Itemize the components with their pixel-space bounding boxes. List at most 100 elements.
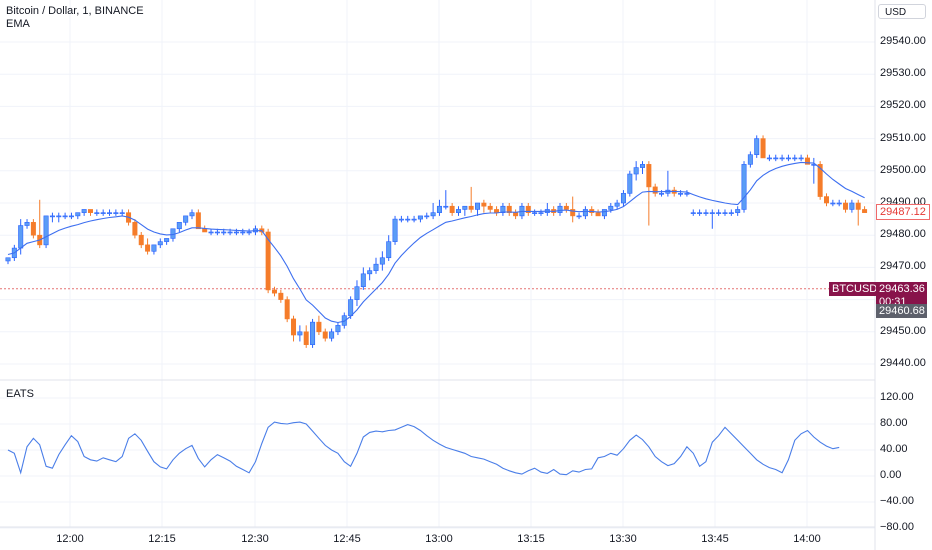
candle — [87, 209, 93, 216]
candle — [563, 203, 569, 213]
candle-body — [373, 263, 379, 271]
candle-body — [735, 209, 741, 213]
candle — [728, 209, 734, 216]
osc-tick-label: 0.00 — [880, 469, 902, 481]
candle-body — [697, 212, 703, 214]
candle — [576, 212, 582, 220]
price-tick-label: 29500.00 — [880, 163, 926, 176]
price-tick-label: 29480.00 — [880, 228, 926, 241]
time-tick-label: 13:15 — [517, 533, 545, 545]
time-tick-label: 13:00 — [425, 533, 453, 545]
candle-body — [506, 205, 512, 213]
candle-body — [836, 202, 842, 205]
price-tick-label: 29450.00 — [880, 324, 926, 337]
currency-button[interactable]: USD — [878, 4, 926, 19]
candle-body — [322, 331, 328, 339]
candle-body — [741, 164, 747, 210]
symbol-tag: BTCUSD — [829, 282, 881, 296]
candle — [652, 183, 658, 197]
candle-body — [151, 244, 157, 252]
candle — [455, 206, 461, 216]
low-price-tag: 29460.68 — [876, 304, 927, 318]
candle-body — [183, 215, 189, 223]
ema-line — [7, 161, 865, 324]
candle — [411, 215, 417, 223]
candle — [754, 135, 760, 158]
candle-body — [678, 193, 684, 195]
candle — [665, 170, 671, 197]
candle-body — [360, 273, 366, 288]
candle-body — [513, 212, 519, 217]
candle-body — [557, 205, 563, 213]
candle-body — [722, 212, 728, 214]
candle-body — [424, 215, 430, 218]
candle-body — [56, 215, 62, 218]
candle-body — [430, 212, 436, 217]
candle — [766, 154, 772, 162]
time-tick-label: 14:00 — [793, 533, 821, 545]
candle — [291, 315, 297, 342]
candle — [62, 212, 68, 220]
candle — [436, 199, 442, 216]
candle — [481, 199, 487, 213]
osc-tick-label: 40.00 — [880, 443, 908, 455]
candle — [335, 322, 341, 336]
candle-body — [30, 222, 36, 236]
candle — [398, 215, 404, 223]
candle — [582, 206, 588, 220]
candle — [487, 203, 493, 213]
candle — [462, 205, 468, 216]
candle — [779, 154, 785, 162]
candle-body — [639, 164, 645, 168]
candle — [532, 209, 538, 216]
ema-legend[interactable]: EMA — [6, 18, 30, 30]
candle — [208, 228, 214, 236]
candle — [132, 219, 138, 239]
candle-body — [119, 212, 125, 214]
candle — [557, 203, 563, 216]
candle-body — [75, 212, 81, 217]
candle-body — [862, 209, 868, 213]
candle — [189, 209, 195, 220]
price-tick-label: 29530.00 — [880, 67, 926, 80]
candle-body — [271, 289, 277, 294]
price-tick-label: 29440.00 — [880, 357, 926, 369]
candle — [506, 203, 512, 216]
candle-body — [214, 231, 220, 234]
candle — [329, 328, 335, 342]
candle — [494, 206, 500, 216]
candle — [843, 199, 849, 213]
candle-body — [208, 231, 214, 234]
candle — [360, 267, 366, 290]
candle-body — [81, 209, 87, 213]
candle — [760, 135, 766, 159]
candle-body — [436, 205, 442, 213]
candle-body — [849, 202, 855, 210]
time-tick-label: 12:00 — [56, 533, 84, 545]
candle-body — [49, 215, 55, 218]
candle-body — [398, 218, 404, 221]
candle-body — [443, 205, 449, 208]
candle-body — [113, 212, 119, 214]
candle-body — [690, 212, 696, 214]
candle-body — [202, 228, 208, 233]
candle — [424, 212, 430, 220]
time-tick-label: 12:45 — [333, 533, 361, 545]
candle-body — [195, 212, 201, 230]
oscillator-legend[interactable]: EATS — [6, 388, 34, 400]
candle — [157, 238, 163, 249]
candle — [240, 228, 246, 236]
candle-body — [246, 231, 252, 234]
candle-body — [417, 215, 423, 220]
candle-body — [798, 157, 804, 160]
candle-body — [532, 212, 538, 214]
candle-body — [792, 157, 798, 160]
symbol-legend[interactable]: Bitcoin / Dollar, 1, BINANCE — [6, 5, 144, 17]
candle-body — [608, 205, 614, 210]
candle — [475, 202, 481, 216]
price-tick-label: 29520.00 — [880, 99, 926, 112]
candle-body — [595, 212, 601, 217]
osc-tick-label: 120.00 — [880, 391, 914, 403]
